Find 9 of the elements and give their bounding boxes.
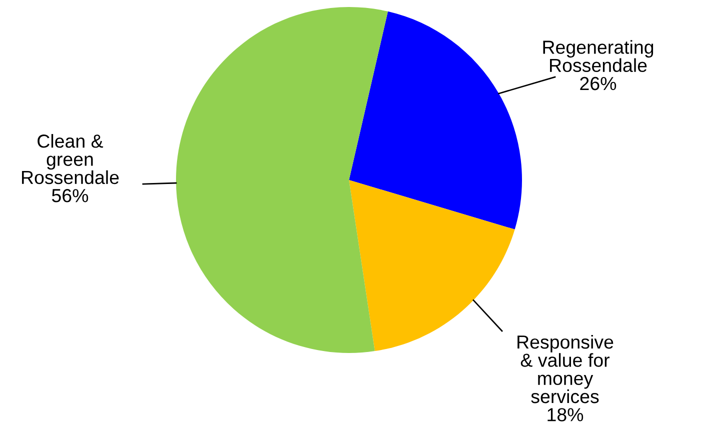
pie-slice	[176, 7, 388, 353]
slice-label: Responsive & value for money services	[518, 334, 614, 404]
data-label: 18%	[548, 408, 584, 422]
data-label: 56%	[52, 188, 88, 202]
data-label: 26%	[580, 76, 616, 90]
slice-label: Regenerating Rossendale	[543, 40, 654, 72]
pie-slice	[349, 11, 522, 230]
pie-slice	[349, 180, 515, 352]
slice-label: Clean & green Rossendale	[22, 134, 119, 184]
